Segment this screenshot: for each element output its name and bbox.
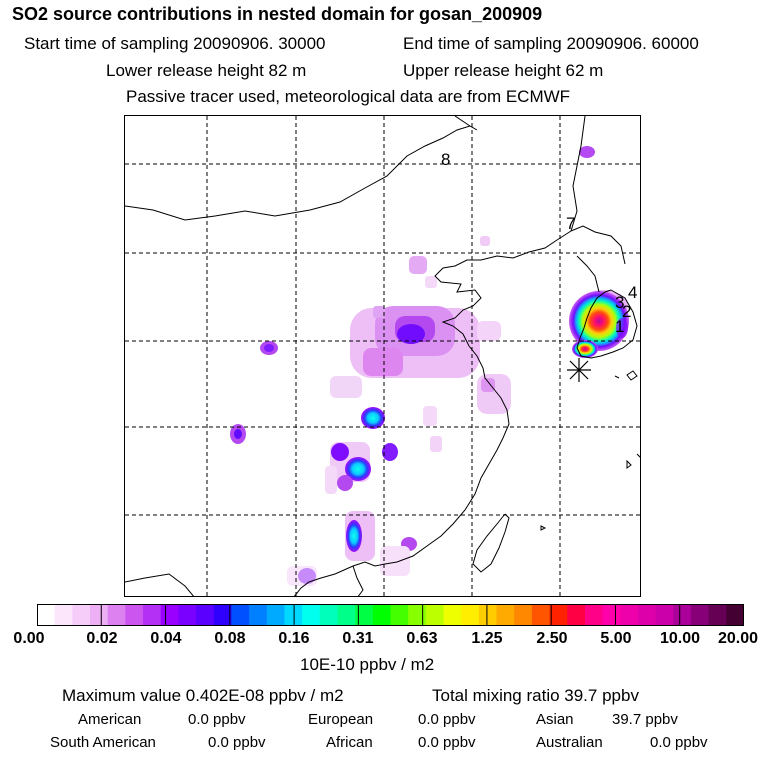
colorbar-cell [620,604,639,626]
colorbar-cell [72,604,91,626]
australian-value: 0.0 ppbv [650,734,708,751]
south-american-label: South American [50,734,156,751]
colorbar-tick-label: 0.04 [150,630,182,647]
colorbar-cell [319,604,338,626]
map-label-4: 4 [628,283,637,302]
total-mixing-ratio: Total mixing ratio 39.7 ppbv [432,686,639,705]
colorbar-tick-label: 0.08 [214,630,246,647]
colorbar-cell [549,604,568,626]
colorbar-cell [284,604,303,626]
colorbar-cell [107,604,126,626]
receptor-star [567,358,591,382]
colorbar-tick-label: 2.50 [536,630,568,647]
upper-release-height: Upper release height 62 m [403,61,604,80]
colorbar-cell [443,604,462,626]
korea-plume [569,291,629,351]
colorbar-cell [726,604,744,626]
colorbar-cell [178,604,197,626]
european-label: European [308,711,374,728]
colorbar-tick-label: 0.02 [86,630,118,647]
colorbar-tick-label: 10.00 [659,630,701,647]
american-label: American [78,711,142,728]
colorbar-tick-label: 20.00 [717,630,759,647]
colorbar-unit: 10E-10 ppbv / m2 [300,655,435,674]
colorbar-cell [567,604,586,626]
colorbar-cell [690,604,710,626]
colorbar-cell [213,604,232,626]
map-label-2: 2 [622,302,631,321]
asian-value: 39.7 ppbv [612,711,678,728]
african-value: 0.0 ppbv [418,734,476,751]
map-label-8: 8 [441,150,450,169]
colorbar-cell [125,604,144,626]
asian-label: Asian [536,711,574,728]
colorbar-cell [372,604,391,626]
colorbar-cell [461,604,480,626]
colorbar-cell [160,604,179,626]
colorbar-cell [708,604,727,626]
colorbar-tick-label: 0.31 [342,630,374,647]
map-label-7: 7 [566,214,575,233]
colorbar-tick-label: 0.63 [406,630,438,647]
coastlines [125,116,640,596]
colorbar-tick-label: 0.16 [278,630,310,647]
colorbar-tick-label: 5.00 [600,630,632,647]
plot-title: SO2 source contributions in nested domai… [12,4,543,24]
map-panel: 8 7 4 3 2 1 [124,115,641,597]
colorbar-cell [673,604,692,626]
colorbar-cell [496,604,515,626]
colorbar-cell [54,604,73,626]
african-label: African [326,734,373,751]
colorbar-cell [390,604,409,626]
colorbar-cell [478,604,498,626]
colorbar-cell [302,604,321,626]
lat-lon-grid [125,116,640,596]
colorbar [37,604,744,626]
australian-label: Australian [536,734,603,751]
colorbar-cell [355,604,374,626]
colorbar-cell [196,604,215,626]
colorbar-cell [531,604,551,626]
colorbar-cell [408,604,427,626]
colorbar-cell [655,604,674,626]
european-value: 0.0 ppbv [418,711,476,728]
colorbar-cell [425,604,445,626]
colorbar-cell [337,604,356,626]
colorbar-cell [602,604,621,626]
colorbar-cell [249,604,268,626]
map-svg: 8 7 4 3 2 1 [125,116,640,596]
colorbar-cell [143,604,162,626]
colorbar-cell [231,604,250,626]
lower-release-height: Lower release height 82 m [106,61,307,80]
american-value: 0.0 ppbv [188,711,246,728]
colorbar-cell [266,604,285,626]
start-time: Start time of sampling 20090906. 30000 [24,34,326,53]
colorbar-cell [90,604,109,626]
tracer-note: Passive tracer used, meteorological data… [126,87,571,106]
colorbar-tick-label: 0.00 [13,630,45,647]
south-american-value: 0.0 ppbv [208,734,266,751]
colorbar-cell [584,604,604,626]
map-label-1: 1 [615,317,624,336]
map-label-3: 3 [615,293,624,312]
colorbar-cell [37,604,56,626]
end-time: End time of sampling 20090906. 60000 [403,34,699,53]
colorbar-cell [514,604,533,626]
max-value: Maximum value 0.402E-08 ppbv / m2 [62,686,344,705]
colorbar-tick-label: 1.25 [471,630,503,647]
plume-field [230,146,629,586]
colorbar-cell [637,604,657,626]
